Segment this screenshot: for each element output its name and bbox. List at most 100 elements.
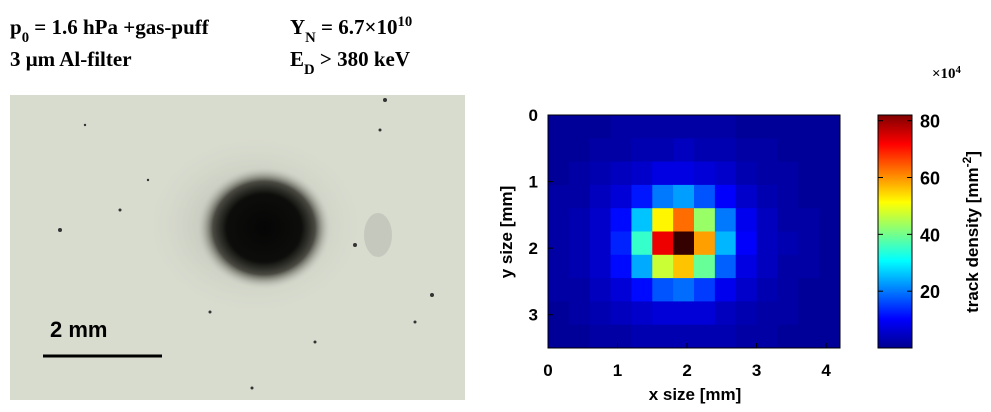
heatmap-cell — [548, 301, 570, 326]
heatmap-cell — [568, 161, 591, 186]
heatmap-cell — [694, 138, 716, 163]
heatmap-cell — [568, 184, 591, 209]
heatmap-cell — [610, 324, 632, 349]
annotation-part: = 1.6 hPa +gas-puff — [29, 15, 210, 39]
heatmap-cell — [589, 301, 612, 326]
heatmap-cell — [798, 254, 820, 279]
heatmap-cell — [589, 161, 612, 186]
heatmap-cell — [568, 254, 591, 279]
heatmap-cell — [548, 184, 570, 209]
heatmap-cell — [589, 184, 612, 209]
heatmap: 0 1 2 3 4 0 1 2 3 — [529, 106, 841, 380]
annotation: p0 = 1.6 hPa +gas-puff — [10, 15, 210, 46]
heatmap-cell — [652, 301, 674, 326]
heatmap-cell — [694, 254, 716, 279]
heatmap-cell — [798, 184, 820, 209]
annotation-part: = 6.7×10 — [316, 15, 398, 39]
heatmap-cell — [714, 184, 737, 209]
heatmap-cell — [777, 138, 799, 163]
x-axis-label: x size [mm] — [649, 385, 742, 404]
heatmap-cell — [798, 324, 820, 349]
heatmap-cell — [756, 115, 778, 139]
photo-spot — [196, 166, 332, 290]
heatmap-cell — [714, 138, 737, 163]
heatmap-cell — [694, 184, 716, 209]
colorbar-tick-label: 40 — [920, 225, 940, 245]
heatmap-cell — [735, 324, 758, 349]
heatmap-cell — [548, 208, 570, 232]
annotation-part: E — [290, 47, 304, 71]
x-tick-label: 0 — [543, 361, 552, 380]
heatmap-cell — [819, 138, 841, 163]
x-tick-label: 4 — [821, 361, 831, 380]
heatmap-cell — [714, 115, 737, 139]
heatmap-cell — [589, 231, 612, 256]
heatmap-cell — [819, 324, 841, 349]
heatmap-cell — [735, 231, 758, 256]
heatmap-cell — [652, 231, 674, 256]
colorbar — [877, 114, 913, 349]
heatmap-cell — [548, 115, 570, 139]
heatmap-cell — [798, 115, 820, 139]
heatmap-cell — [694, 324, 716, 349]
heatmap-cell — [610, 254, 632, 279]
heatmap-cell — [610, 208, 632, 232]
heatmap-cell — [673, 278, 695, 302]
heatmap-cell — [777, 184, 799, 209]
heatmap-cell — [568, 324, 591, 349]
heatmap-cell — [819, 161, 841, 186]
heatmap-cell — [777, 231, 799, 256]
heatmap-cell — [673, 161, 695, 186]
colorbar-label: track density [mm-2] — [960, 151, 982, 313]
colorbar-multiplier: ×104 — [932, 65, 962, 83]
heatmap-cell — [631, 278, 653, 302]
annotation-part: Y — [290, 15, 305, 39]
colorbar-multiplier-part: ×10 — [932, 66, 956, 82]
heatmap-cell — [735, 208, 758, 232]
x-tick-label: 1 — [613, 361, 622, 380]
heatmap-cell — [548, 278, 570, 302]
heatmap-cell — [777, 278, 799, 302]
heatmap-cell — [714, 278, 737, 302]
heatmap-cell — [610, 301, 632, 326]
photo-specks — [58, 98, 434, 390]
heatmap-cell — [652, 278, 674, 302]
x-tick-label: 2 — [682, 361, 691, 380]
heatmap-cell — [819, 184, 841, 209]
annotation-part: 0 — [22, 30, 29, 46]
heatmap-cell — [673, 208, 695, 232]
heatmap-cell — [756, 138, 778, 163]
heatmap-cell — [777, 208, 799, 232]
heatmap-cell — [798, 161, 820, 186]
heatmap-cell — [548, 324, 570, 349]
heatmap-cell — [589, 208, 612, 232]
annotation-part: 3 μm Al-filter — [10, 47, 132, 71]
colorbar-label-part: -2 — [960, 156, 974, 167]
y-tick-label: 2 — [529, 239, 538, 258]
heatmap-cell — [652, 138, 674, 163]
heatmap-cell — [798, 138, 820, 163]
heatmap-cell — [568, 301, 591, 326]
colorbar-multiplier-part: 4 — [956, 65, 962, 76]
heatmap-cell — [819, 254, 841, 279]
heatmap-cell — [819, 278, 841, 302]
heatmap-cell — [673, 184, 695, 209]
heatmap-cell — [735, 301, 758, 326]
heatmap-cell — [548, 254, 570, 279]
heatmap-cell — [798, 208, 820, 232]
heatmap-cell — [652, 184, 674, 209]
heatmap-cell — [589, 138, 612, 163]
heatmap-cell — [819, 231, 841, 256]
y-axis-label: y size [mm] — [497, 186, 516, 279]
heatmap-cell — [589, 254, 612, 279]
heatmap-cell — [673, 231, 695, 256]
heatmap-cell — [631, 138, 653, 163]
y-tick-label: 0 — [529, 106, 538, 125]
heatmap-cell — [673, 138, 695, 163]
heatmap-cell — [568, 138, 591, 163]
heatmap-cell — [589, 115, 612, 139]
heatmap-cell — [631, 184, 653, 209]
heatmap-cell — [548, 161, 570, 186]
colorbar-tick-label: 20 — [920, 282, 940, 302]
